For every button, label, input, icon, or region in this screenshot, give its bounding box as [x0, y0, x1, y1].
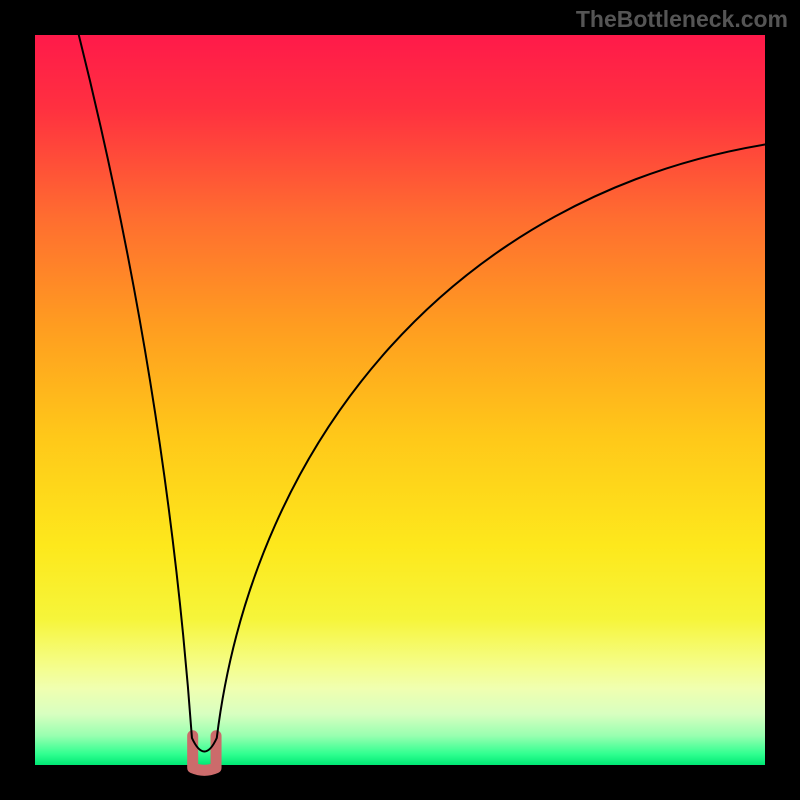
bottleneck-chart: [0, 0, 800, 800]
plot-background: [35, 35, 765, 765]
watermark-text: TheBottleneck.com: [576, 6, 788, 33]
